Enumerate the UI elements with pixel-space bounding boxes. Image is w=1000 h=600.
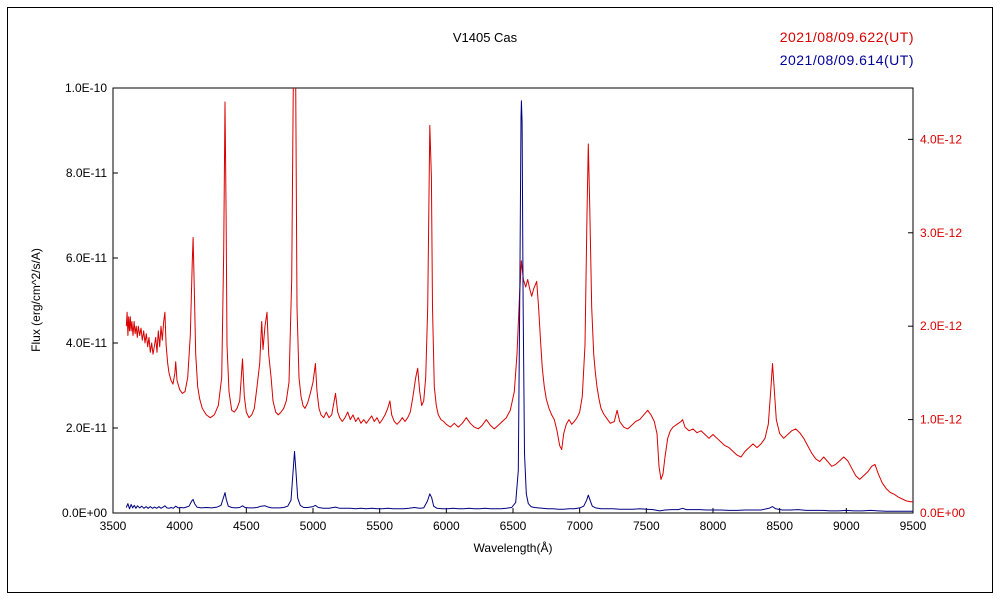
x-tick-label: 5000 bbox=[300, 519, 327, 533]
x-tick-label: 6000 bbox=[433, 519, 460, 533]
x-tick-label: 8000 bbox=[700, 519, 727, 533]
left-tick-label: 8.0E-11 bbox=[66, 166, 107, 180]
left-tick-label: 0.0E+00 bbox=[62, 506, 107, 520]
series-group bbox=[125, 88, 913, 512]
left-tick-label: 4.0E-11 bbox=[66, 336, 107, 350]
x-tick-label: 4000 bbox=[166, 519, 193, 533]
right-tick-label: 4.0E-12 bbox=[920, 132, 962, 146]
legend-red-date: 2021/08/09.622(UT) bbox=[779, 29, 914, 45]
left-tick-label: 2.0E-11 bbox=[66, 421, 107, 435]
blue-spectrum-line bbox=[125, 100, 913, 512]
right-tick-label: 0.0E+00 bbox=[920, 506, 965, 520]
x-tick-label: 8500 bbox=[766, 519, 793, 533]
x-tick-label: 9500 bbox=[900, 519, 927, 533]
left-tick-label: 6.0E-11 bbox=[66, 251, 107, 265]
x-axis-title: Wavelength(Å) bbox=[473, 541, 553, 555]
x-tick-label: 6500 bbox=[500, 519, 527, 533]
x-tick-label: 9000 bbox=[833, 519, 860, 533]
right-axis: 0.0E+00 1.0E-12 2.0E-12 3.0E-12 4.0E-12 bbox=[908, 132, 965, 520]
x-tick-label: 5500 bbox=[366, 519, 393, 533]
left-axis-title: Flux (erg/cm^2/s/A) bbox=[29, 248, 43, 352]
x-tick-label: 3500 bbox=[100, 519, 127, 533]
right-tick-label: 2.0E-12 bbox=[920, 319, 962, 333]
plot-frame bbox=[112, 87, 914, 514]
legend: 2021/08/09.622(UT) 2021/08/09.614(UT) bbox=[780, 26, 914, 72]
x-axis: 3500 4000 4500 5000 5500 6000 6500 7000 7500 8000… bbox=[100, 508, 927, 533]
left-tick-label: 1.0E-10 bbox=[65, 81, 107, 95]
left-axis: 0.0E+00 2.0E-11 4.0E-11 6.0E-11 8.0E-11 1.0E-… bbox=[62, 81, 118, 520]
legend-blue-date: 2021/08/09.614(UT) bbox=[779, 52, 914, 68]
x-tick-label: 7000 bbox=[566, 519, 593, 533]
right-tick-label: 3.0E-12 bbox=[920, 226, 962, 240]
x-tick-label: 7500 bbox=[633, 519, 660, 533]
right-tick-label: 1.0E-12 bbox=[920, 413, 962, 427]
chart-title: V1405 Cas bbox=[452, 30, 518, 45]
x-tick-label: 4500 bbox=[233, 519, 260, 533]
red-spectrum-line bbox=[125, 88, 913, 503]
